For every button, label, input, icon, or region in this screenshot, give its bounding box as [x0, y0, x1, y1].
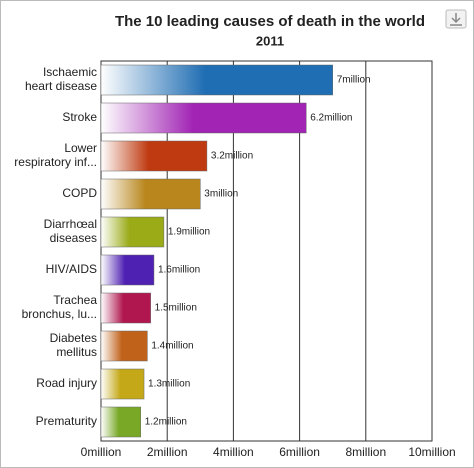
x-tick-label: 10million [408, 445, 455, 459]
value-label: 3million [204, 189, 238, 200]
bar [100, 330, 148, 362]
bar [100, 368, 145, 400]
x-tick-label: 0million [81, 445, 122, 459]
chart-title: The 10 leading causes of death in the wo… [115, 13, 425, 30]
y-tick-label: Road injury [36, 376, 97, 390]
value-label: 1.6million [158, 265, 200, 276]
value-label: 1.5million [155, 303, 197, 314]
chart-subtitle: 2011 [256, 33, 284, 48]
bar [100, 140, 208, 172]
x-tick-label: 6million [279, 445, 320, 459]
bar [100, 178, 201, 210]
y-tick-label: COPD [62, 186, 97, 200]
y-tick-label: Trachea bronchus, lu... [22, 293, 98, 321]
y-tick-label: Diarrhœal diseases [44, 217, 97, 245]
y-tick-label: Lower respiratory inf... [14, 141, 97, 169]
bar [100, 254, 155, 286]
value-label: 6.2million [310, 113, 352, 124]
x-tick-label: 4million [213, 445, 254, 459]
x-tick-label: 8million [345, 445, 386, 459]
bar [100, 216, 165, 248]
x-tick-label: 2million [147, 445, 188, 459]
y-tick-label: Ischaemic heart disease [25, 65, 97, 93]
value-label: 3.2million [211, 151, 253, 162]
value-label: 7million [337, 75, 371, 86]
y-tick-label: Stroke [62, 110, 97, 124]
value-label: 1.3million [148, 379, 190, 390]
y-tick-label: Prematurity [36, 414, 97, 428]
bar [100, 64, 333, 96]
y-tick-label: HIV/AIDS [46, 262, 97, 276]
y-tick-label: Diabetes mellitus [50, 331, 97, 359]
value-label: 1.9million [168, 227, 210, 238]
value-label: 1.2million [145, 417, 187, 428]
bar [100, 292, 151, 324]
value-label: 1.4million [151, 341, 193, 352]
bar [100, 102, 307, 134]
download-icon[interactable] [445, 9, 467, 29]
bar [100, 406, 141, 438]
